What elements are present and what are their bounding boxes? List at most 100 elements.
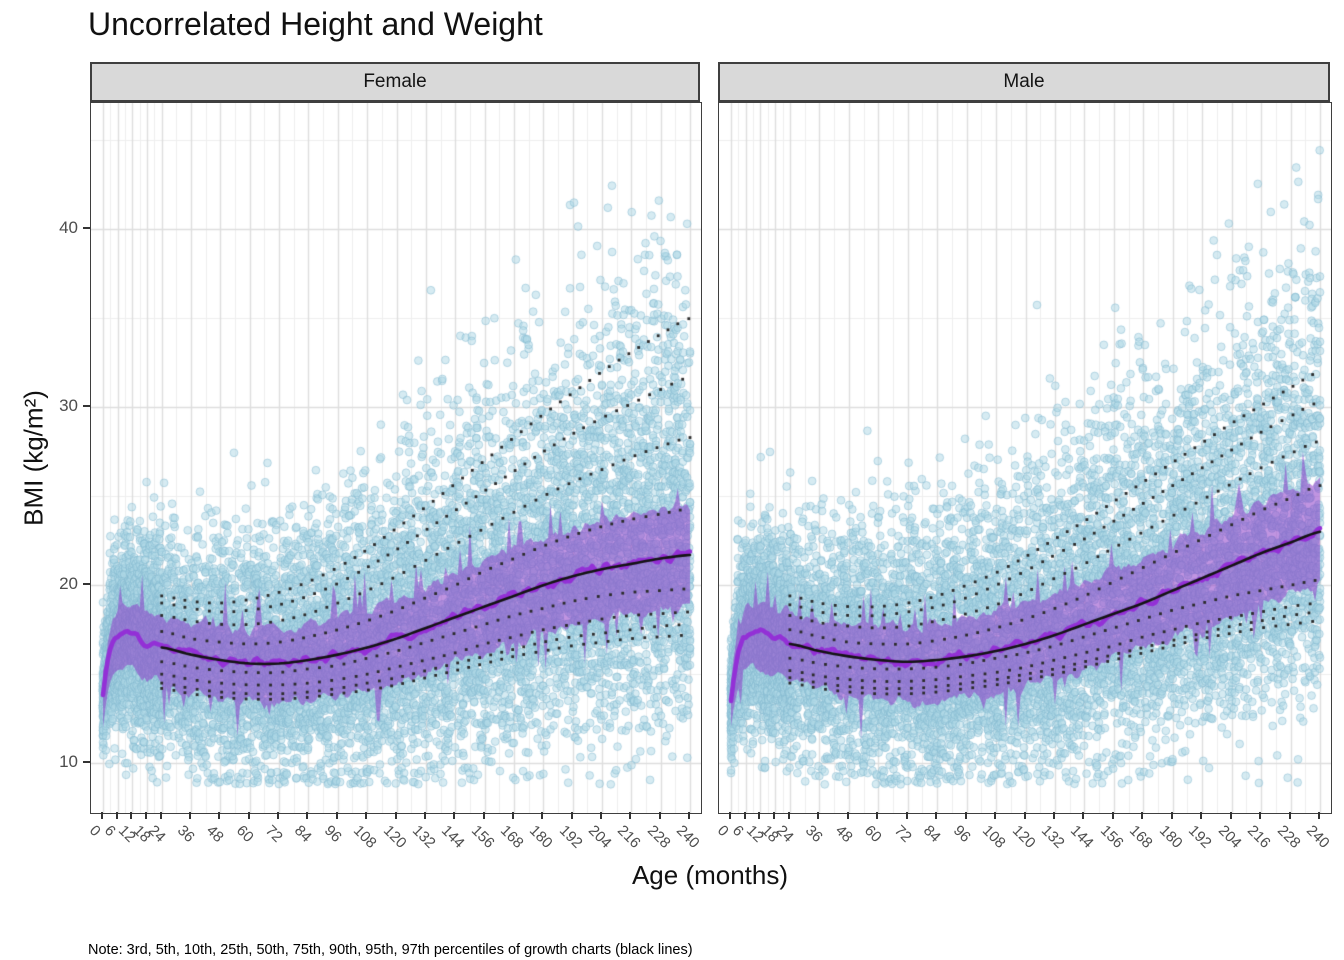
x-tick-mark — [1082, 812, 1085, 819]
x-axis-title: Age (months) — [631, 860, 789, 890]
x-tick-label: 36 — [802, 822, 827, 846]
facet-strip-female: Female — [90, 62, 700, 102]
x-tick-label: 84 — [291, 822, 316, 846]
x-tick-mark — [1111, 812, 1114, 819]
x-tick-mark — [1141, 812, 1144, 819]
x-tick-label: 72 — [890, 822, 915, 846]
x-tick-label: 228 — [643, 822, 674, 852]
x-tick-label: 120 — [1008, 822, 1039, 852]
y-tick-mark — [83, 227, 90, 230]
x-tick-mark — [482, 812, 485, 819]
x-tick-label: 132 — [408, 822, 439, 852]
x-tick-mark — [130, 812, 133, 819]
x-tick-mark — [787, 812, 790, 819]
y-tick-mark — [83, 761, 90, 764]
x-tick-mark — [189, 812, 192, 819]
x-tick-mark — [570, 812, 573, 819]
x-tick-label: 24 — [772, 822, 797, 846]
x-tick-label: 84 — [920, 822, 944, 846]
x-tick-mark — [511, 812, 514, 819]
x-tick-mark — [1259, 812, 1262, 819]
x-tick-label: 0 — [713, 822, 732, 840]
x-tick-mark — [729, 812, 731, 819]
x-tick-label: 144 — [438, 822, 468, 852]
x-tick-mark — [218, 812, 221, 819]
x-tick-mark — [876, 812, 879, 819]
x-tick-label: 204 — [1214, 822, 1245, 852]
x-tick-label: 228 — [1273, 822, 1304, 852]
x-tick-mark — [306, 812, 309, 819]
x-tick-mark — [629, 812, 632, 819]
x-tick-label: 60 — [861, 822, 886, 846]
y-tick-mark — [83, 405, 90, 408]
y-tick-label: 20 — [59, 574, 78, 594]
footnote: Note: 3rd, 5th, 10th, 25th, 50th, 75th, … — [88, 903, 945, 960]
x-tick-mark — [773, 812, 776, 819]
x-tick-mark — [994, 812, 997, 819]
x-tick-mark — [1318, 812, 1320, 819]
x-tick-mark — [1229, 812, 1232, 819]
x-tick-label: 36 — [174, 822, 198, 846]
x-tick-label: 132 — [1037, 822, 1068, 852]
x-tick-label: 48 — [831, 822, 856, 846]
x-tick-label: 168 — [496, 822, 527, 852]
x-tick-label: 240 — [1302, 822, 1333, 852]
x-tick-mark — [935, 812, 938, 819]
x-tick-label: 168 — [1126, 822, 1156, 852]
x-tick-label: 216 — [614, 822, 644, 852]
x-tick-mark — [453, 812, 456, 819]
x-tick-mark — [1200, 812, 1203, 819]
x-tick-mark — [743, 812, 746, 819]
x-tick-label: 156 — [1096, 822, 1127, 852]
x-tick-mark — [394, 812, 397, 819]
facet-label: Female — [363, 71, 427, 92]
x-tick-mark — [365, 812, 368, 819]
x-tick-label: 96 — [320, 822, 345, 846]
x-tick-label: 24 — [144, 822, 169, 846]
x-tick-mark — [101, 812, 103, 819]
x-tick-mark — [115, 812, 118, 819]
x-tick-mark — [758, 812, 761, 819]
x-tick-label: 96 — [949, 822, 974, 846]
x-tick-label: 108 — [979, 822, 1009, 852]
x-tick-label: 204 — [584, 822, 615, 852]
x-tick-label: 180 — [526, 822, 556, 852]
x-tick-label: 240 — [672, 822, 703, 852]
x-tick-label: 156 — [467, 822, 498, 852]
x-tick-label: 0 — [85, 822, 104, 840]
x-tick-mark — [1023, 812, 1026, 819]
x-tick-mark — [846, 812, 849, 819]
x-tick-mark — [599, 812, 602, 819]
x-tick-mark — [247, 812, 250, 819]
x-tick-label: 144 — [1067, 822, 1098, 852]
x-tick-label: 60 — [232, 822, 257, 846]
y-tick-label: 10 — [59, 752, 78, 772]
x-tick-mark — [964, 812, 967, 819]
x-tick-mark — [277, 812, 280, 819]
x-tick-mark — [1170, 812, 1173, 819]
female-panel-canvas — [91, 103, 701, 813]
footnote-line-1: Note: 3rd, 5th, 10th, 25th, 50th, 75th, … — [88, 942, 693, 958]
x-tick-mark — [905, 812, 908, 819]
male-panel-canvas — [719, 103, 1331, 813]
x-tick-mark — [1288, 812, 1291, 819]
x-tick-mark — [145, 812, 148, 819]
x-tick-mark — [817, 812, 820, 819]
x-tick-label: 180 — [1155, 822, 1186, 852]
y-tick-label: 40 — [59, 218, 78, 238]
x-tick-mark — [658, 812, 661, 819]
x-tick-label: 48 — [203, 822, 228, 846]
x-tick-label: 216 — [1244, 822, 1274, 852]
y-tick-mark — [83, 583, 90, 586]
x-tick-label: 192 — [1185, 822, 1215, 852]
facet-strip-male: Male — [718, 62, 1330, 102]
x-tick-label: 6 — [100, 822, 119, 840]
x-tick-mark — [423, 812, 426, 819]
panel-male — [718, 102, 1332, 814]
x-tick-mark — [688, 812, 690, 819]
plot-title: Uncorrelated Height and Weight — [88, 6, 543, 42]
facet-label: Male — [1003, 71, 1045, 92]
x-tick-label: 72 — [262, 822, 286, 846]
y-tick-label: 30 — [59, 396, 78, 416]
